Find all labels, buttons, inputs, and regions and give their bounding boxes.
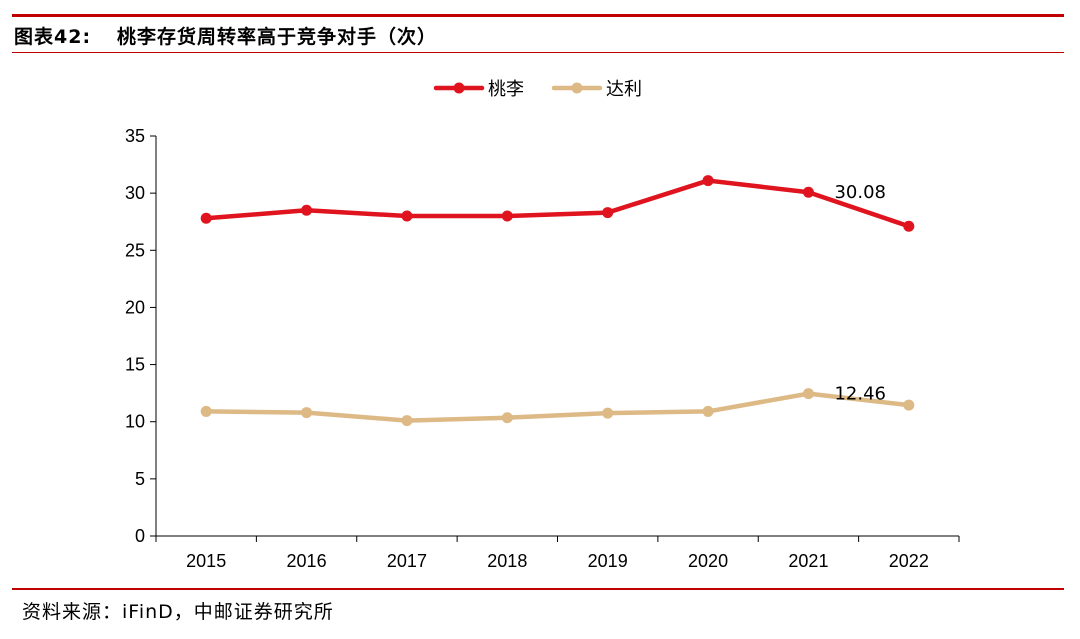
chart-data-labels: 30.08 12.46 <box>834 182 886 404</box>
x-tick-label: 2019 <box>588 551 628 571</box>
y-tick-label: 25 <box>125 240 145 260</box>
y-tick-label: 30 <box>125 183 145 203</box>
series-line-0 <box>203 178 912 229</box>
figure-header: 图表42: 桃李存货周转率高于竞争对手（次） <box>14 20 437 50</box>
top-rule <box>12 14 1064 17</box>
data-point <box>401 415 413 427</box>
data-point <box>802 186 814 198</box>
figure-label: 图表42: <box>14 25 92 48</box>
source-note: 资料来源：iFinD，中邮证券研究所 <box>22 601 334 623</box>
data-point <box>401 210 413 222</box>
data-label: 12.46 <box>834 384 886 405</box>
data-point <box>301 407 313 419</box>
x-tick-label: 2020 <box>688 551 728 571</box>
series-line-1 <box>203 391 912 423</box>
legend-swatch-marker <box>453 82 465 94</box>
x-tick-label: 2022 <box>889 551 929 571</box>
chart-legend: 桃李 达利 <box>433 79 642 100</box>
data-label: 30.08 <box>834 182 886 203</box>
x-tick-label: 2017 <box>387 551 427 571</box>
data-point <box>501 210 513 222</box>
data-point <box>602 207 614 219</box>
data-point <box>702 405 714 417</box>
data-point <box>602 407 614 419</box>
y-tick-label: 5 <box>135 469 145 489</box>
footer-rule <box>12 588 1064 590</box>
x-tick-label: 2018 <box>487 551 527 571</box>
y-tick-label: 35 <box>125 126 145 146</box>
y-tick-label: 10 <box>125 412 145 432</box>
x-tick-label: 2016 <box>287 551 327 571</box>
data-point <box>301 204 313 216</box>
y-tick-label: 20 <box>125 297 145 317</box>
data-point <box>903 220 915 232</box>
x-tick-label: 2021 <box>788 551 828 571</box>
line-chart: 桃李 达利 0 5 10 15 20 25 30 35 2015 2016 2017 2018 2019 2… <box>125 79 960 571</box>
data-point <box>903 399 915 411</box>
y-tick-label: 0 <box>135 526 145 546</box>
data-point <box>501 412 513 424</box>
legend-label: 达利 <box>606 79 642 100</box>
figure-title: 桃李存货周转率高于竞争对手（次） <box>117 25 438 48</box>
x-tick-label: 2015 <box>186 551 226 571</box>
chart-axes: 0 5 10 15 20 25 30 35 2015 2016 2017 2018 2019 2020 20… <box>125 126 960 571</box>
data-point <box>200 405 212 417</box>
title-underline <box>12 52 1064 53</box>
chart-series <box>200 175 915 427</box>
legend-label: 桃李 <box>488 79 524 100</box>
legend-swatch-marker <box>571 82 583 94</box>
data-point <box>200 212 212 224</box>
data-point <box>702 175 714 187</box>
y-tick-label: 15 <box>125 355 145 375</box>
data-point <box>802 388 814 400</box>
